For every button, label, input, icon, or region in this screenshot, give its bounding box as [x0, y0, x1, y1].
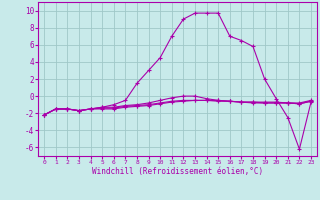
- X-axis label: Windchill (Refroidissement éolien,°C): Windchill (Refroidissement éolien,°C): [92, 167, 263, 176]
